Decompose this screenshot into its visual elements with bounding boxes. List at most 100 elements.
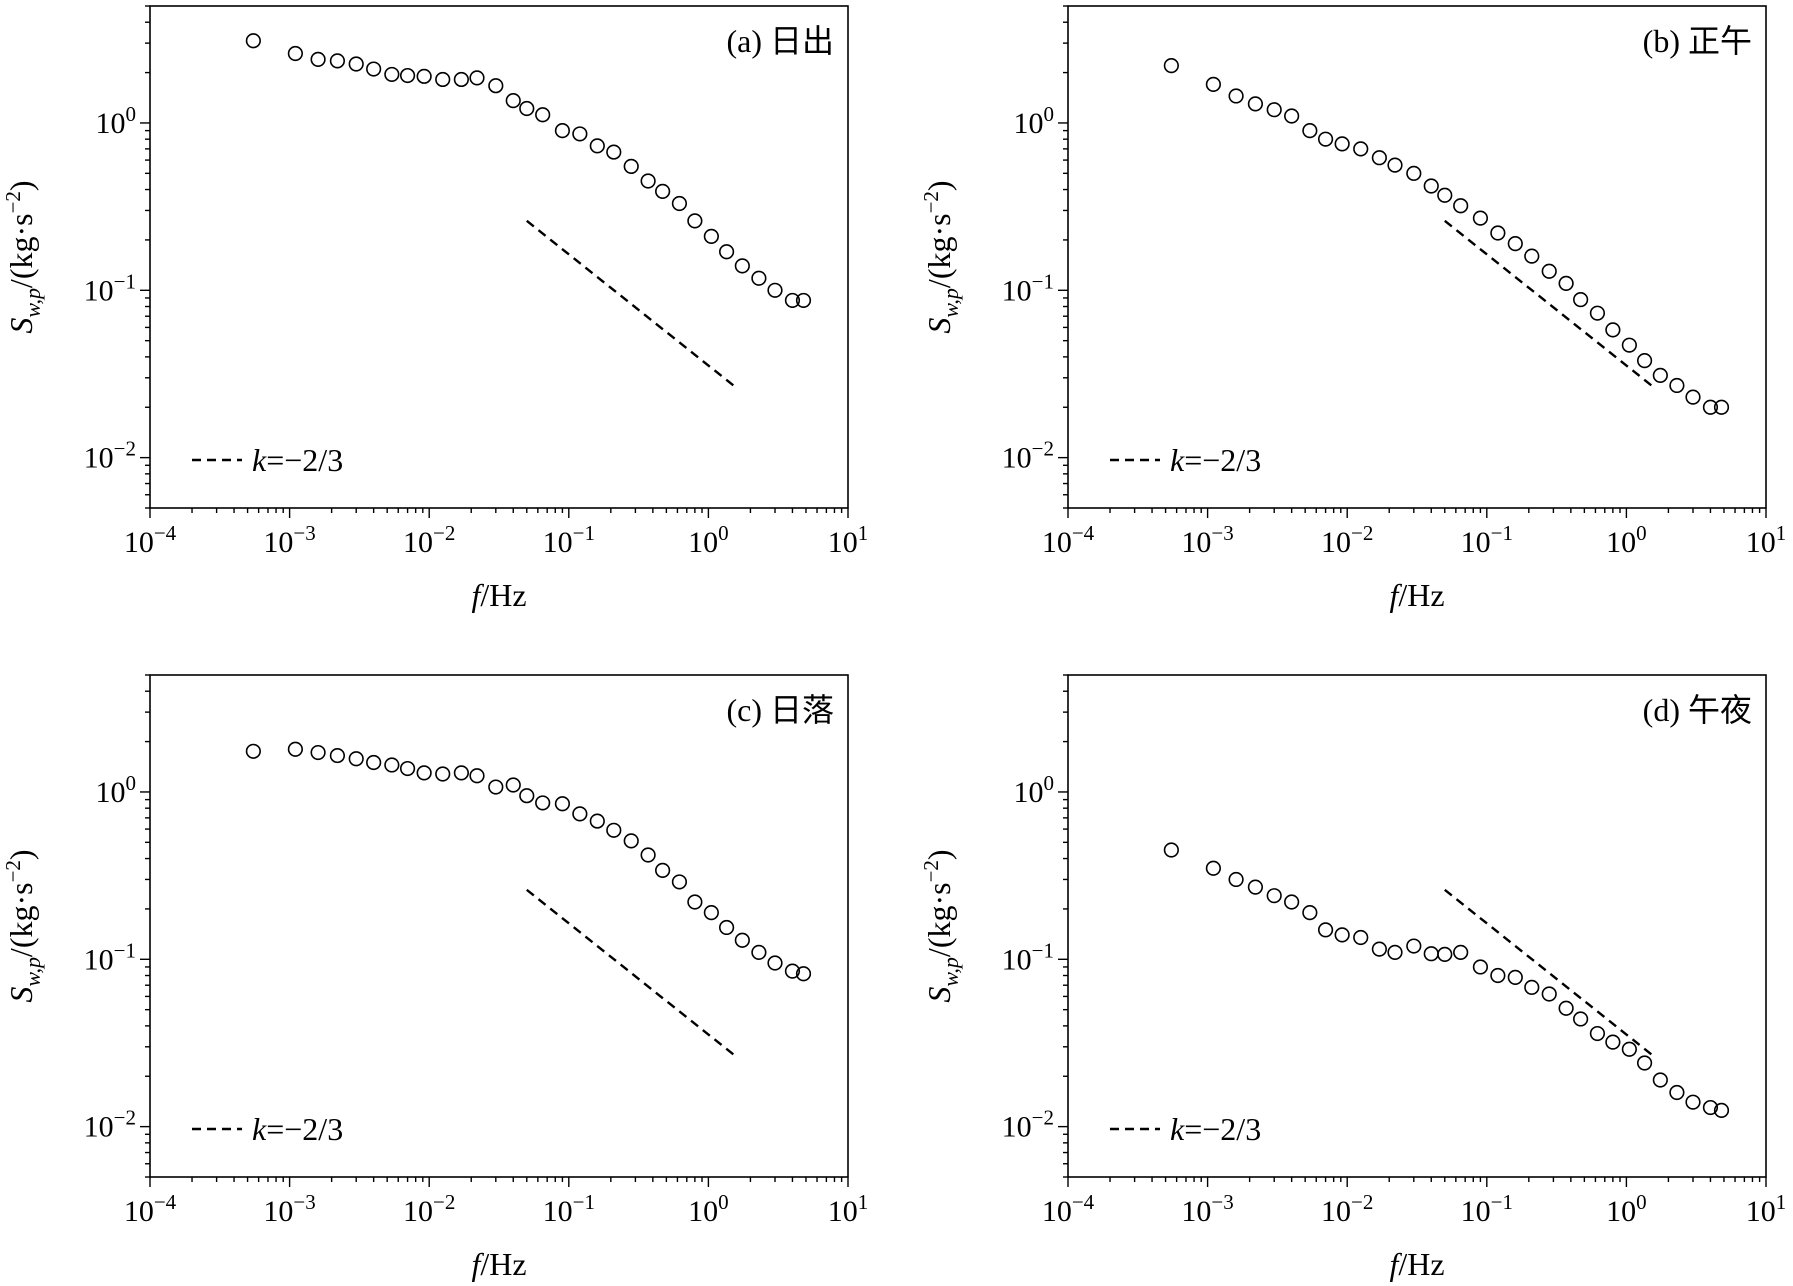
plot-frame — [1067, 674, 1767, 1178]
data-point — [1472, 210, 1489, 226]
x-tick-label: 10−2 — [403, 1190, 455, 1228]
data-point — [469, 768, 485, 784]
y-tick-label: 100 — [96, 102, 137, 140]
data-point — [655, 183, 671, 199]
data-point — [1453, 944, 1469, 960]
data-point — [572, 126, 588, 142]
data-point — [1636, 1055, 1653, 1071]
data-point — [348, 56, 364, 72]
data-point — [687, 894, 703, 910]
data-point — [366, 61, 382, 77]
data-point — [1490, 967, 1506, 984]
data-point — [623, 158, 639, 175]
data-point — [1702, 1099, 1719, 1116]
data-point — [554, 123, 571, 139]
y-tick-label: 10−1 — [84, 269, 136, 307]
y-tick-label: 100 — [1014, 771, 1055, 809]
legend-label: k=−2/3 — [1170, 442, 1261, 478]
y-tick-label: 100 — [96, 771, 137, 809]
x-axis-title: f/Hz — [471, 1246, 526, 1282]
panel-c: 10−4 10−3 10−2 10−1 100 101 10−2 10−1 100 (c) 日落 k… — [1, 674, 869, 1282]
data-point — [1302, 123, 1318, 139]
y-tick-label: 10−1 — [84, 938, 136, 976]
data-point — [1437, 187, 1453, 203]
y-axis-title: Sw,p/(kg·s−2) — [1, 849, 45, 1002]
data-point — [1621, 337, 1637, 353]
plot-frame — [1067, 5, 1767, 509]
data-point — [687, 213, 703, 229]
panel-title: (a) 日出 — [726, 23, 834, 59]
data-point — [1524, 248, 1540, 264]
data-point — [1334, 927, 1350, 943]
data-point — [1353, 141, 1369, 157]
y-tick-label: 10−1 — [1002, 938, 1054, 976]
data-point — [1652, 367, 1668, 384]
x-tick-label: 10−4 — [1042, 1190, 1095, 1228]
reference-line — [526, 219, 738, 390]
panel-b: 10−4 10−3 10−2 10−1 100 101 10−2 10−1 100 (b) 正午 k… — [919, 5, 1786, 613]
data-point — [1558, 275, 1574, 291]
data-point — [1228, 871, 1244, 888]
x-tick-label: 10−4 — [1042, 521, 1095, 559]
x-axis-title: f/Hz — [1389, 577, 1444, 613]
data-point — [1371, 941, 1387, 957]
data-point — [1524, 979, 1540, 995]
data-point — [795, 966, 812, 982]
data-point — [1423, 946, 1439, 962]
data-point — [1669, 1084, 1685, 1101]
data-point — [535, 795, 551, 811]
plot-frame — [149, 5, 849, 509]
data-point — [606, 822, 622, 838]
data-point — [488, 78, 504, 94]
x-tick-label: 10−3 — [263, 521, 315, 559]
data-point — [1652, 1072, 1668, 1088]
x-tick-label: 10−4 — [124, 521, 177, 559]
x-tick-label: 10−1 — [1461, 1190, 1513, 1228]
data-point — [1453, 198, 1469, 214]
data-point — [1205, 860, 1221, 876]
data-point — [767, 282, 783, 298]
x-tick-label: 10−4 — [124, 1190, 177, 1228]
x-tick-label: 101 — [828, 1190, 869, 1228]
data-point — [606, 144, 622, 160]
panel-d: 10−4 10−3 10−2 10−1 100 101 10−2 10−1 100 (d) 午夜 k… — [919, 674, 1786, 1282]
data-point — [751, 270, 767, 286]
legend-label: k=−2/3 — [1170, 1111, 1261, 1147]
data-point — [287, 741, 303, 757]
x-tick-label: 101 — [828, 521, 869, 559]
data-point — [310, 744, 326, 761]
data-point — [1406, 938, 1422, 954]
data-point — [348, 751, 364, 767]
data-point — [671, 195, 688, 212]
data-point — [1573, 291, 1589, 308]
data-point — [1317, 131, 1334, 147]
data-point — [784, 292, 801, 309]
data-point — [1589, 305, 1606, 321]
data-point — [453, 765, 469, 781]
data-point — [416, 68, 432, 84]
data-point — [435, 766, 451, 782]
x-tick-label: 100 — [688, 521, 729, 559]
data-point — [718, 244, 735, 260]
panel-title: (d) 午夜 — [1643, 692, 1752, 728]
data-point — [469, 70, 485, 86]
data-point — [572, 806, 588, 822]
data-point — [287, 45, 303, 62]
data-point — [384, 757, 400, 773]
data-point — [1353, 929, 1369, 946]
y-tick-label: 10−2 — [84, 437, 136, 475]
data-point — [245, 33, 261, 49]
data-point — [519, 100, 535, 117]
x-axis-title: f/Hz — [1389, 1246, 1444, 1282]
data-point — [488, 779, 504, 795]
data-point — [1371, 150, 1387, 166]
data-point — [329, 747, 346, 764]
x-axis-title: f/Hz — [471, 577, 526, 613]
data-point — [1685, 1094, 1701, 1110]
x-tick-label: 100 — [1606, 1190, 1647, 1228]
plot-frame — [149, 674, 849, 1178]
x-tick-label: 10−2 — [1321, 1190, 1373, 1228]
data-point — [1317, 922, 1334, 938]
data-point — [505, 93, 521, 109]
